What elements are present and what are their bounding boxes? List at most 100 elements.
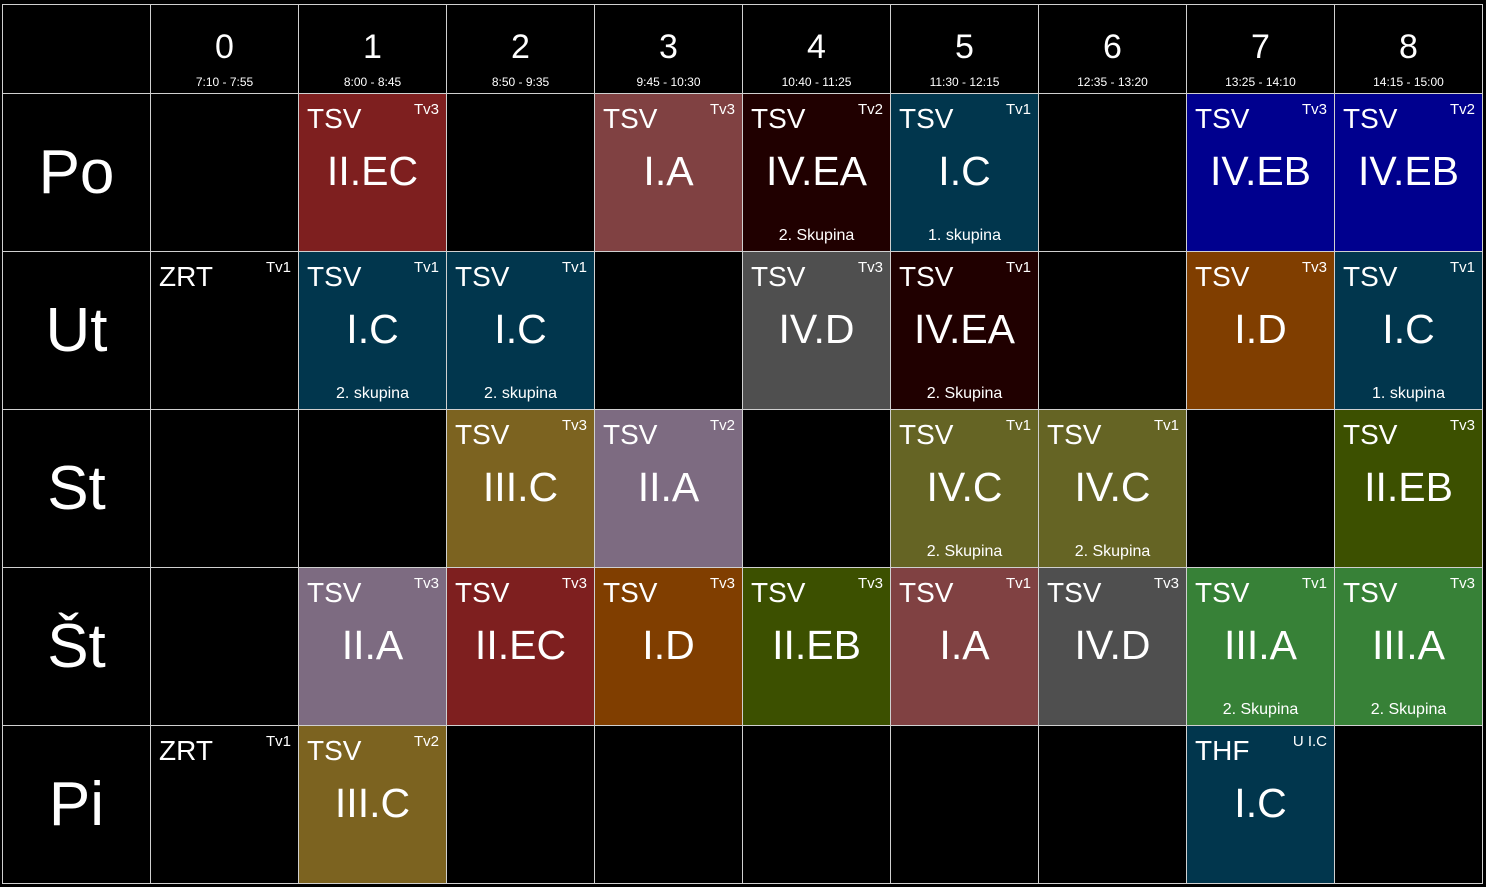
period-header-1: 1 8:00 - 8:45	[299, 5, 447, 94]
lesson-cell[interactable]: TSV Tv3 II.EB	[1335, 410, 1483, 568]
lesson-class: IV.EA	[765, 148, 868, 194]
lesson-class: II.EB	[1364, 464, 1453, 510]
lesson-cell[interactable]: TSV Tv1 I.C 2. skupina	[299, 252, 447, 410]
lesson-subject: TSV	[1343, 261, 1398, 292]
lesson-cell[interactable]: TSV Tv3 I.D	[595, 568, 743, 726]
lesson-subject: TSV	[899, 103, 954, 134]
lesson-subject: TSV	[1195, 261, 1250, 292]
lesson-room: Tv1	[1005, 101, 1031, 118]
lesson-cell[interactable]: TSV Tv1 I.C 1. skupina	[1335, 252, 1483, 410]
day-label-St: St	[3, 410, 151, 568]
lesson-cell[interactable]: TSV Tv1 IV.C 2. Skupina	[1039, 410, 1187, 568]
lesson-class: I.C	[346, 306, 399, 352]
lesson-cell[interactable]: TSV Tv3 II.EC	[299, 94, 447, 252]
period-number: 2	[511, 28, 530, 66]
lesson-room: Tv3	[413, 101, 439, 118]
lesson-room: Tv3	[1449, 575, 1475, 592]
period-header-8: 8 14:15 - 15:00	[1335, 5, 1483, 94]
lesson-room: Tv3	[709, 575, 735, 592]
lesson-room: Tv3	[857, 259, 883, 276]
period-header-6: 6 12:35 - 13:20	[1039, 5, 1187, 94]
lesson-subject: TSV	[455, 261, 510, 292]
period-time: 11:30 - 12:15	[929, 75, 1000, 89]
lesson-subject: TSV	[899, 419, 954, 450]
lesson-cell[interactable]: TSV Tv3 II.EB	[743, 568, 891, 726]
period-time: 8:00 - 8:45	[343, 75, 402, 89]
lesson-subject: TSV	[307, 577, 362, 608]
lesson-class: I.D	[1234, 306, 1287, 352]
lesson-subject: TSV	[603, 577, 658, 608]
empty-slot	[891, 726, 1039, 884]
lesson-class: IV.D	[778, 306, 855, 352]
lesson-subject: TSV	[751, 577, 806, 608]
empty-slot	[743, 726, 891, 884]
lesson-cell[interactable]: ZRT Tv1	[151, 726, 299, 884]
lesson-cell[interactable]: TSV Tv2 II.A	[595, 410, 743, 568]
lesson-subject: TSV	[603, 103, 658, 134]
lesson-class: IV.C	[1074, 464, 1151, 510]
period-header-5: 5 11:30 - 12:15	[891, 5, 1039, 94]
lesson-subject: TSV	[1343, 577, 1398, 608]
lesson-class: II.EC	[474, 622, 567, 668]
period-time: 12:35 - 13:20	[1077, 75, 1148, 89]
lesson-room: Tv2	[1449, 101, 1475, 118]
lesson-room: Tv1	[1005, 575, 1031, 592]
lesson-cell[interactable]: TSV Tv1 I.C 2. skupina	[447, 252, 595, 410]
lesson-cell[interactable]: TSV Tv3 IV.D	[743, 252, 891, 410]
lesson-room: Tv3	[561, 417, 587, 434]
period-header-0: 0 7:10 - 7:55	[151, 5, 299, 94]
lesson-cell[interactable]: TSV Tv1 I.A	[891, 568, 1039, 726]
lesson-cell[interactable]: TSV Tv1 IV.EA 2. Skupina	[891, 252, 1039, 410]
lesson-class: IV.EB	[1209, 148, 1312, 194]
lesson-cell[interactable]: TSV Tv3 II.A	[299, 568, 447, 726]
lesson-subject: TSV	[1047, 577, 1102, 608]
lesson-class: I.C	[938, 148, 991, 194]
lesson-cell[interactable]: TSV Tv3 III.A 2. Skupina	[1335, 568, 1483, 726]
lesson-cell[interactable]: TSV Tv3 IV.EB	[1187, 94, 1335, 252]
lesson-class: IV.EA	[913, 306, 1016, 352]
empty-slot	[447, 726, 595, 884]
lesson-cell[interactable]: TSV Tv1 III.A 2. Skupina	[1187, 568, 1335, 726]
lesson-cell[interactable]: TSV Tv3 II.EC	[447, 568, 595, 726]
period-header-3: 3 9:45 - 10:30	[595, 5, 743, 94]
lesson-class: III.C	[334, 780, 411, 826]
lesson-room: Tv3	[1301, 101, 1327, 118]
lesson-room: Tv3	[1153, 575, 1179, 592]
day-label-Št: Št	[3, 568, 151, 726]
lesson-subject: TSV	[307, 103, 362, 134]
lesson-cell[interactable]: ZRT Tv1	[151, 252, 299, 410]
lesson-room: Tv3	[413, 575, 439, 592]
period-number: 4	[807, 28, 826, 66]
lesson-cell[interactable]: TSV Tv2 III.C	[299, 726, 447, 884]
lesson-subject: TSV	[1195, 103, 1250, 134]
lesson-cell[interactable]: TSV Tv2 IV.EA 2. Skupina	[743, 94, 891, 252]
empty-slot	[743, 410, 891, 568]
day-label-Ut: Ut	[3, 252, 151, 410]
lesson-cell[interactable]: TSV Tv3 I.A	[595, 94, 743, 252]
empty-slot	[151, 568, 299, 726]
lesson-subject: TSV	[899, 261, 954, 292]
lesson-room: Tv3	[561, 575, 587, 592]
period-header-7: 7 13:25 - 14:10	[1187, 5, 1335, 94]
lesson-cell[interactable]: TSV Tv3 IV.D	[1039, 568, 1187, 726]
lesson-cell[interactable]: TSV Tv3 I.D	[1187, 252, 1335, 410]
lesson-cell[interactable]: THF U I.C I.C	[1187, 726, 1335, 884]
lesson-group: 1. skupina	[928, 227, 1001, 244]
lesson-cell[interactable]: TSV Tv1 I.C 1. skupina	[891, 94, 1039, 252]
lesson-room: Tv3	[1449, 417, 1475, 434]
lesson-subject: TSV	[899, 577, 954, 608]
lesson-subject: TSV	[307, 735, 362, 766]
lesson-room: Tv1	[413, 259, 439, 276]
lesson-cell[interactable]: TSV Tv3 III.C	[447, 410, 595, 568]
lesson-subject: TSV	[1195, 577, 1250, 608]
lesson-room: Tv1	[265, 259, 291, 276]
period-header-4: 4 10:40 - 11:25	[743, 5, 891, 94]
lesson-cell[interactable]: TSV Tv2 IV.EB	[1335, 94, 1483, 252]
period-header-2: 2 8:50 - 9:35	[447, 5, 595, 94]
lesson-group: 2. Skupina	[1370, 701, 1447, 718]
lesson-class: IV.EB	[1357, 148, 1460, 194]
lesson-room: Tv3	[857, 575, 883, 592]
lesson-class: III.A	[1224, 622, 1297, 668]
lesson-group: 2. Skupina	[926, 543, 1003, 560]
lesson-cell[interactable]: TSV Tv1 IV.C 2. Skupina	[891, 410, 1039, 568]
